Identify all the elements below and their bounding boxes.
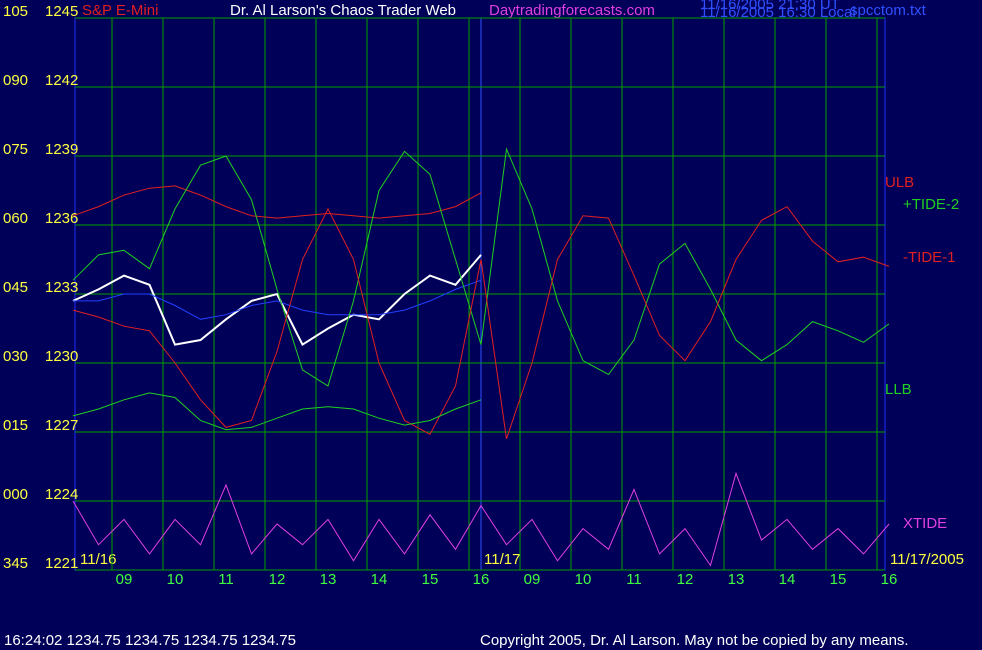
date-label: 11/17/2005 — [890, 551, 964, 568]
angle-label: 060 — [3, 210, 28, 227]
series-line — [72, 205, 890, 440]
series-line — [72, 254, 482, 347]
y-tick-label: 1233 — [45, 279, 78, 296]
angle-label: 345 — [3, 555, 28, 572]
x-tick-label: 14 — [371, 571, 388, 588]
angle-label: 075 — [3, 141, 28, 158]
quote: 16:24:02 1234.75 1234.75 1234.75 1234.75 — [4, 632, 296, 649]
site: Daytradingforecasts.com — [489, 2, 655, 19]
series-label: ULB — [885, 174, 914, 191]
x-tick-label: 12 — [269, 571, 286, 588]
series-label: -TIDE-1 — [903, 249, 956, 266]
x-tick-label: 13 — [728, 571, 745, 588]
x-tick-label: 15 — [830, 571, 847, 588]
y-tick-label: 1227 — [45, 417, 78, 434]
chart-title: Dr. Al Larson's Chaos Trader Web — [230, 2, 456, 19]
y-tick-label: 1230 — [45, 348, 78, 365]
y-tick-label: 1224 — [45, 486, 78, 503]
angle-label: 000 — [3, 486, 28, 503]
series-line — [72, 392, 482, 431]
series-line — [72, 471, 890, 567]
series-line — [72, 185, 482, 219]
y-tick-label: 1242 — [45, 72, 78, 89]
x-tick-label: 14 — [779, 571, 796, 588]
x-tick-label: 11 — [218, 571, 234, 588]
x-tick-label: 09 — [116, 571, 133, 588]
series-label: XTIDE — [903, 515, 947, 532]
timestamp: 11/16/2005 16:30 Local — [700, 4, 856, 21]
series-label: +TIDE-2 — [903, 196, 959, 213]
y-tick-label: 1236 — [45, 210, 78, 227]
date-label: 11/16 — [80, 551, 116, 568]
angle-label: 105 — [3, 3, 28, 20]
instrument: S&P E-Mini — [82, 2, 158, 19]
series-line — [73, 279, 482, 320]
x-tick-label: 12 — [677, 571, 694, 588]
angle-label: 045 — [3, 279, 28, 296]
y-tick-label: 1245 — [45, 3, 78, 20]
x-tick-label: 10 — [167, 571, 184, 588]
series-label: LLB — [885, 381, 912, 398]
date-label: 11/17 — [484, 551, 520, 568]
file-name: spcctom.txt — [850, 2, 927, 19]
x-tick-label: 16 — [473, 571, 490, 588]
x-tick-label: 16 — [881, 571, 898, 588]
angle-label: 015 — [3, 417, 28, 434]
x-tick-label: 11 — [626, 571, 642, 588]
copyright: Copyright 2005, Dr. Al Larson. May not b… — [480, 632, 909, 649]
series-line — [72, 147, 890, 387]
y-tick-label: 1221 — [45, 555, 78, 572]
x-tick-label: 15 — [422, 571, 439, 588]
timestamp: 11/16/2005 21:30 UT — [700, 0, 840, 13]
angle-label: 090 — [3, 72, 28, 89]
y-tick-label: 1239 — [45, 141, 78, 158]
angle-label: 030 — [3, 348, 28, 365]
x-tick-label: 09 — [524, 571, 541, 588]
x-tick-label: 13 — [320, 571, 337, 588]
x-tick-label: 10 — [575, 571, 592, 588]
